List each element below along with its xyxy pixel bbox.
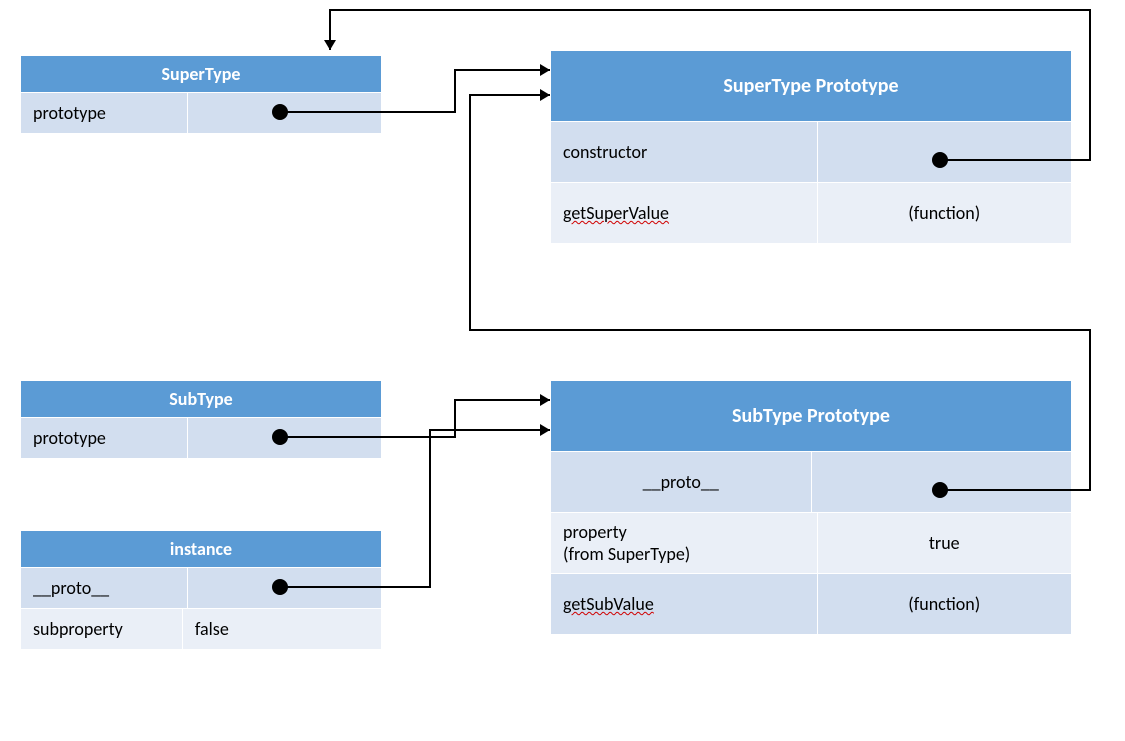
subtype-proto-proto-value <box>812 452 1072 512</box>
supertype-prototype-value <box>188 93 381 133</box>
subtype-proto-row-proto: __proto__ <box>551 452 1071 513</box>
instance-title: instance <box>170 538 232 560</box>
supertype-proto-row-getsupervalue: getSuperValue (function) <box>551 183 1071 243</box>
supertype-prototype-title: SuperType Prototype <box>723 74 898 98</box>
supertype-prototype-label: prototype <box>21 93 188 133</box>
subtype-proto-row-getsubvalue: getSubValue (function) <box>551 574 1071 634</box>
subtype-prototype-value <box>188 418 381 458</box>
subtype-box: SubType prototype <box>20 380 382 459</box>
subtype-header: SubType <box>21 381 381 418</box>
subtype-prototype-title: SubType Prototype <box>732 404 890 428</box>
supertype-prototype-box: SuperType Prototype constructor getSuper… <box>550 50 1072 244</box>
subtype-prototype-label: prototype <box>21 418 188 458</box>
supertype-title: SuperType <box>162 63 241 85</box>
supertype-proto-constructor-value <box>818 122 1072 182</box>
supertype-proto-getsupervalue-label: getSuperValue <box>551 183 818 243</box>
supertype-proto-getsupervalue-value: (function) <box>818 183 1072 243</box>
subtype-prototype-box: SubType Prototype __proto__ property(fro… <box>550 380 1072 635</box>
supertype-proto-constructor-to-supertype-arrowhead <box>324 40 336 50</box>
instance-header: instance <box>21 531 381 568</box>
supertype-prototype-header: SuperType Prototype <box>551 51 1071 122</box>
subtype-title: SubType <box>169 388 232 410</box>
supertype-row-prototype: prototype <box>21 93 381 133</box>
instance-box: instance __proto__ subproperty false <box>20 530 382 650</box>
supertype-box: SuperType prototype <box>20 55 382 134</box>
supertype-header: SuperType <box>21 56 381 93</box>
instance-row-subproperty: subproperty false <box>21 609 381 649</box>
instance-subproperty-label: subproperty <box>21 609 183 649</box>
subtype-prototype-header: SubType Prototype <box>551 381 1071 452</box>
subtype-proto-proto-to-supertype-proto-arrowhead <box>540 89 550 101</box>
subtype-proto-getsubvalue-label: getSubValue <box>551 574 818 634</box>
subtype-proto-property-label: property(from SuperType) <box>551 513 818 573</box>
instance-proto-to-subtype-proto-arrowhead <box>540 424 550 436</box>
subtype-row-prototype: prototype <box>21 418 381 458</box>
subtype-proto-proto-label: __proto__ <box>551 452 812 512</box>
instance-proto-value <box>188 568 381 608</box>
subtype-proto-row-property: property(from SuperType) true <box>551 513 1071 574</box>
instance-subproperty-value: false <box>183 609 381 649</box>
supertype-proto-constructor-label: constructor <box>551 122 818 182</box>
instance-row-proto: __proto__ <box>21 568 381 609</box>
instance-proto-label: __proto__ <box>21 568 188 608</box>
supertype-proto-row-constructor: constructor <box>551 122 1071 183</box>
subtype-prototype-to-subtype-proto-arrowhead <box>540 394 550 406</box>
subtype-proto-property-value: true <box>818 513 1072 573</box>
subtype-proto-getsubvalue-value: (function) <box>818 574 1072 634</box>
supertype-prototype-to-supertype-proto-arrowhead <box>540 64 550 76</box>
